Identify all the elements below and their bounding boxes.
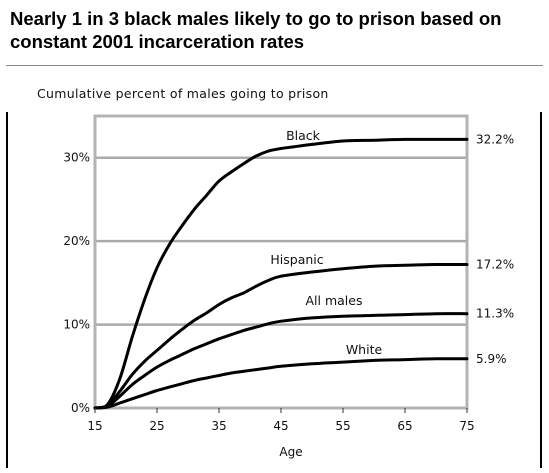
series-line-hispanic xyxy=(93,262,469,410)
series-label-black: Black xyxy=(286,128,321,143)
series-label-all-males: All males xyxy=(306,293,363,308)
labels: 0% 10% 20% 30% 15 25 35 45 55 65 75 Black 32.2% Hispa… xyxy=(63,128,514,433)
y-tick-label: 30% xyxy=(63,151,90,165)
series-lines xyxy=(93,137,469,410)
series-label-hispanic: Hispanic xyxy=(270,252,323,267)
x-tick-label: 35 xyxy=(211,419,226,433)
end-value-black: 32.2% xyxy=(476,132,514,146)
series-line-all-males xyxy=(93,312,469,410)
right-border xyxy=(540,112,542,468)
x-tick-label: 25 xyxy=(149,419,164,433)
x-tick-label: 65 xyxy=(397,419,412,433)
grid-lines xyxy=(95,156,467,326)
title-divider xyxy=(6,65,543,66)
y-axis-label: Cumulative percent of males going to pri… xyxy=(37,86,329,101)
y-tick-label: 0% xyxy=(71,401,90,415)
left-border xyxy=(6,112,8,468)
y-tick-label: 20% xyxy=(63,234,90,248)
x-tick-label: 55 xyxy=(335,419,350,433)
series-line-white xyxy=(93,357,469,410)
series-line-black xyxy=(93,137,469,410)
end-value-hispanic: 17.2% xyxy=(476,258,514,272)
x-tick-label: 45 xyxy=(273,419,288,433)
x-tick-label: 75 xyxy=(459,419,474,433)
x-axis-title: Age xyxy=(279,445,302,459)
chart-title: Nearly 1 in 3 black males likely to go t… xyxy=(10,8,502,52)
end-value-all-males: 11.3% xyxy=(476,307,514,321)
x-tick-label: 15 xyxy=(87,419,102,433)
series-label-white: White xyxy=(346,342,383,357)
y-tick-label: 10% xyxy=(63,318,90,332)
end-value-white: 5.9% xyxy=(476,352,507,366)
